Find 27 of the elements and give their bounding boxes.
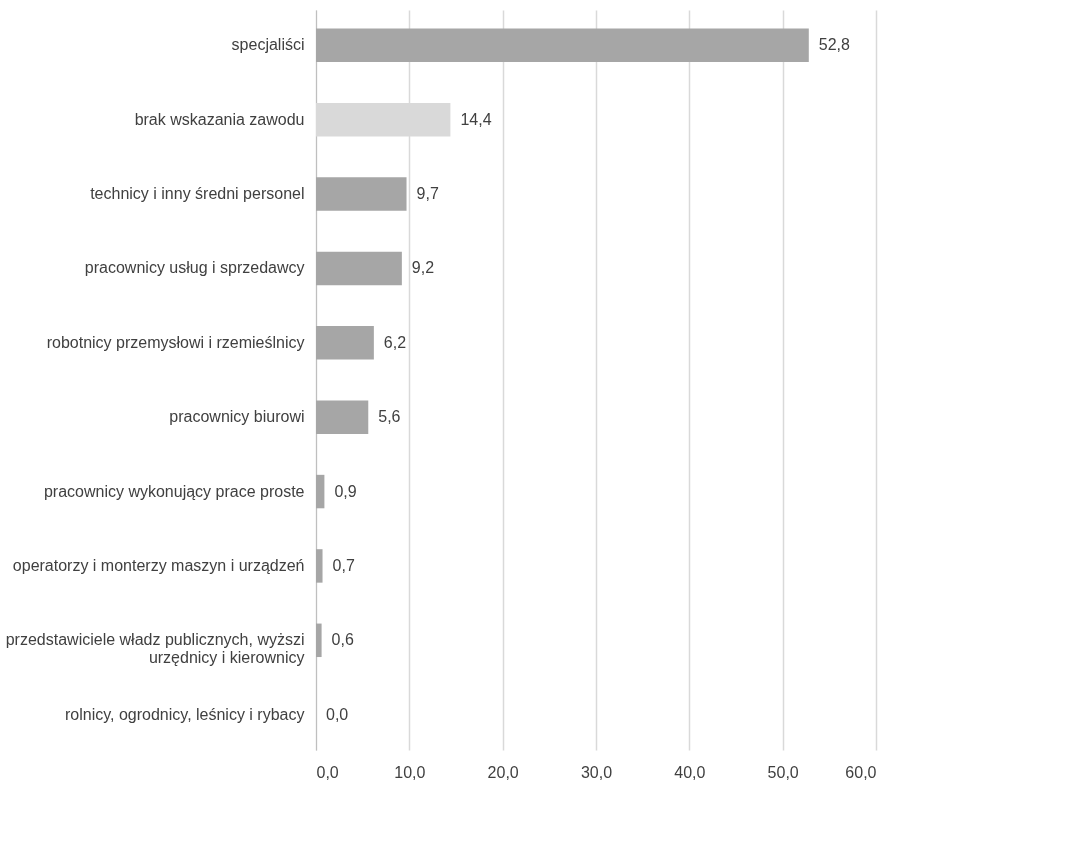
x-tick-label: 20,0 (487, 763, 519, 781)
data-label: 9,2 (411, 259, 435, 277)
x-tick-label: 0,0 (316, 763, 339, 781)
y-tick-label: technicy i inny średni personel (90, 185, 305, 203)
data-label: 14,4 (460, 110, 492, 128)
y-tick-label: robotnicy przemysłowi i rzemieślnicy (46, 333, 305, 351)
data-label: 0,9 (334, 482, 357, 500)
y-tick-label: przedstawiciele władz publicznych, wyższi urzędnicy i kierownicy (5, 631, 305, 667)
data-label: 52,8 (818, 36, 851, 54)
data-label: 9,7 (416, 185, 439, 203)
x-tick-label: 30,0 (580, 763, 613, 781)
y-tick-label: specjaliści (231, 36, 305, 54)
y-tick-label: operatorzy i monterzy maszyn i urządzeń (12, 556, 305, 574)
x-tick-label: 40,0 (674, 763, 706, 781)
data-label: 6,2 (383, 333, 407, 351)
data-label: 5,6 (378, 408, 401, 426)
y-tick-label: rolnicy, ogrodnicy, leśnicy i rybacy (65, 705, 305, 723)
x-tick-label: 60,0 (845, 763, 877, 781)
data-label: 0,6 (331, 631, 354, 649)
data-label: 0,0 (326, 705, 349, 723)
data-label: 0,7 (332, 556, 355, 574)
x-tick-label: 10,0 (394, 763, 426, 781)
y-tick-label: pracownicy biurowi (169, 408, 305, 426)
y-tick-label: brak wskazania zawodu (134, 110, 305, 128)
x-tick-label: 50,0 (767, 763, 799, 781)
y-tick-label: pracownicy wykonujący prace proste (43, 482, 305, 500)
y-tick-label: pracownicy usług i sprzedawcy (84, 259, 305, 277)
